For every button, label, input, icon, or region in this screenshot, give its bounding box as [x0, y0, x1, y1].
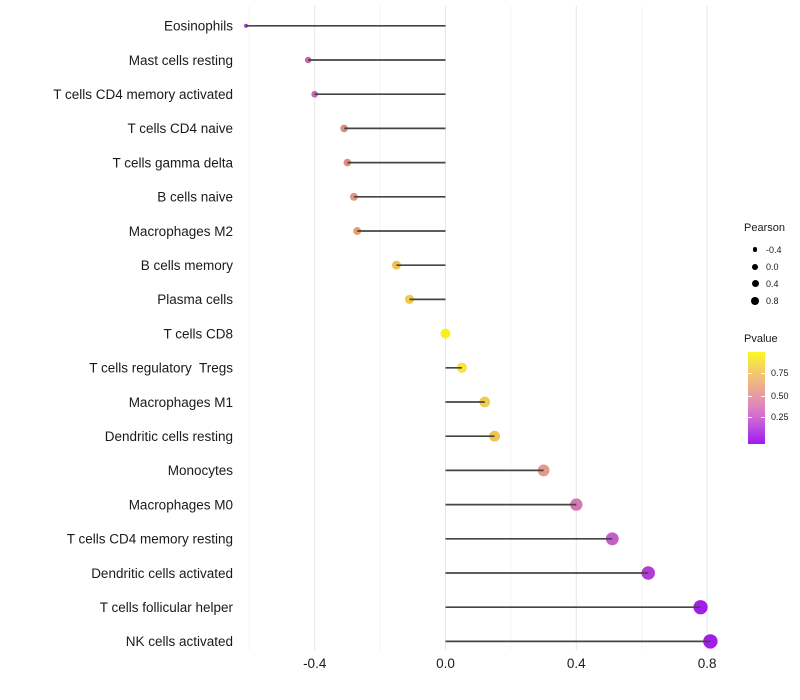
pvalue-colorbar-tick: [748, 395, 752, 397]
y-axis-label: Macrophages M0: [129, 497, 233, 512]
x-axis-tick-label: 0.4: [567, 656, 586, 671]
size-legend-label: -0.4: [766, 244, 782, 255]
y-axis-label: Macrophages M2: [129, 224, 233, 239]
lollipop-dot: [440, 328, 451, 339]
size-legend-label: 0.0: [766, 261, 779, 272]
y-axis-label: B cells naive: [157, 190, 233, 205]
y-axis-label: T cells follicular helper: [100, 600, 234, 615]
y-axis-label: Monocytes: [168, 463, 234, 478]
size-legend-label: 0.4: [766, 278, 779, 289]
size-legend-dot: [751, 280, 759, 287]
pvalue-legend-title: Pvalue: [744, 333, 778, 345]
pvalue-colorbar-tick: [748, 416, 752, 418]
pvalue-colorbar-tick: [761, 416, 765, 418]
x-axis-tick-label: 0.0: [436, 656, 455, 671]
pvalue-colorbar-wrap: 0.75 0.50 0.25: [744, 352, 789, 444]
size-legend-dot-column: [744, 263, 766, 270]
pvalue-colorbar-tick: [761, 395, 765, 397]
y-axis-label: Eosinophils: [164, 19, 233, 34]
pvalue-tick-label: 0.25: [771, 411, 789, 422]
x-axis-tick-label: 0.8: [698, 656, 717, 671]
x-axis-tick-label: -0.4: [303, 656, 327, 671]
y-axis-label: T cells gamma delta: [112, 155, 233, 170]
pearson-legend-items: -0.4 0.0 0.4 0.8: [744, 241, 785, 309]
lollipop-dot: [343, 158, 352, 167]
pvalue-tick-label: 0.50: [771, 390, 789, 401]
size-legend-item: 0.8: [744, 292, 785, 309]
size-legend-item: -0.4: [744, 241, 785, 258]
y-axis-label: T cells CD4 memory activated: [53, 87, 233, 102]
size-legend-dot: [752, 247, 758, 252]
y-axis-label: Macrophages M1: [129, 395, 233, 410]
size-legend-dot-column: [744, 247, 766, 252]
y-axis-label: T cells CD4 memory resting: [67, 532, 233, 547]
size-legend-dot-column: [744, 280, 766, 287]
pvalue-colorbar-tick: [761, 372, 765, 374]
size-legend-dot-column: [744, 296, 766, 305]
lollipop-dot: [404, 294, 415, 304]
pvalue-colorbar: [748, 352, 765, 444]
y-axis-label: B cells memory: [141, 258, 234, 273]
lollipop-dot: [456, 362, 467, 373]
pearson-size-legend: Pearson -0.4 0.0 0.4 0.8: [744, 222, 785, 309]
lollipop-dot: [693, 600, 708, 615]
y-axis-label: Dendritic cells resting: [105, 429, 233, 444]
y-axis-label: NK cells activated: [126, 634, 233, 649]
y-axis-label: Plasma cells: [157, 292, 233, 307]
pearson-legend-title: Pearson: [744, 222, 785, 234]
y-axis-label: Mast cells resting: [129, 53, 233, 68]
size-legend-dot: [752, 263, 758, 270]
size-legend-item: 0.0: [744, 258, 785, 275]
y-axis-label: T cells regulatory Tregs: [89, 361, 233, 376]
y-axis-label: Dendritic cells activated: [91, 566, 233, 581]
size-legend-item: 0.4: [744, 275, 785, 292]
y-axis-label: T cells CD4 naive: [127, 121, 233, 136]
size-legend-dot: [751, 296, 759, 305]
size-legend-label: 0.8: [766, 295, 779, 306]
pvalue-colorbar-tick: [748, 372, 752, 374]
y-axis-label: T cells CD8: [163, 326, 233, 341]
pvalue-color-legend: Pvalue 0.75 0.50 0.25: [744, 333, 789, 444]
pvalue-tick-label: 0.75: [771, 367, 789, 378]
